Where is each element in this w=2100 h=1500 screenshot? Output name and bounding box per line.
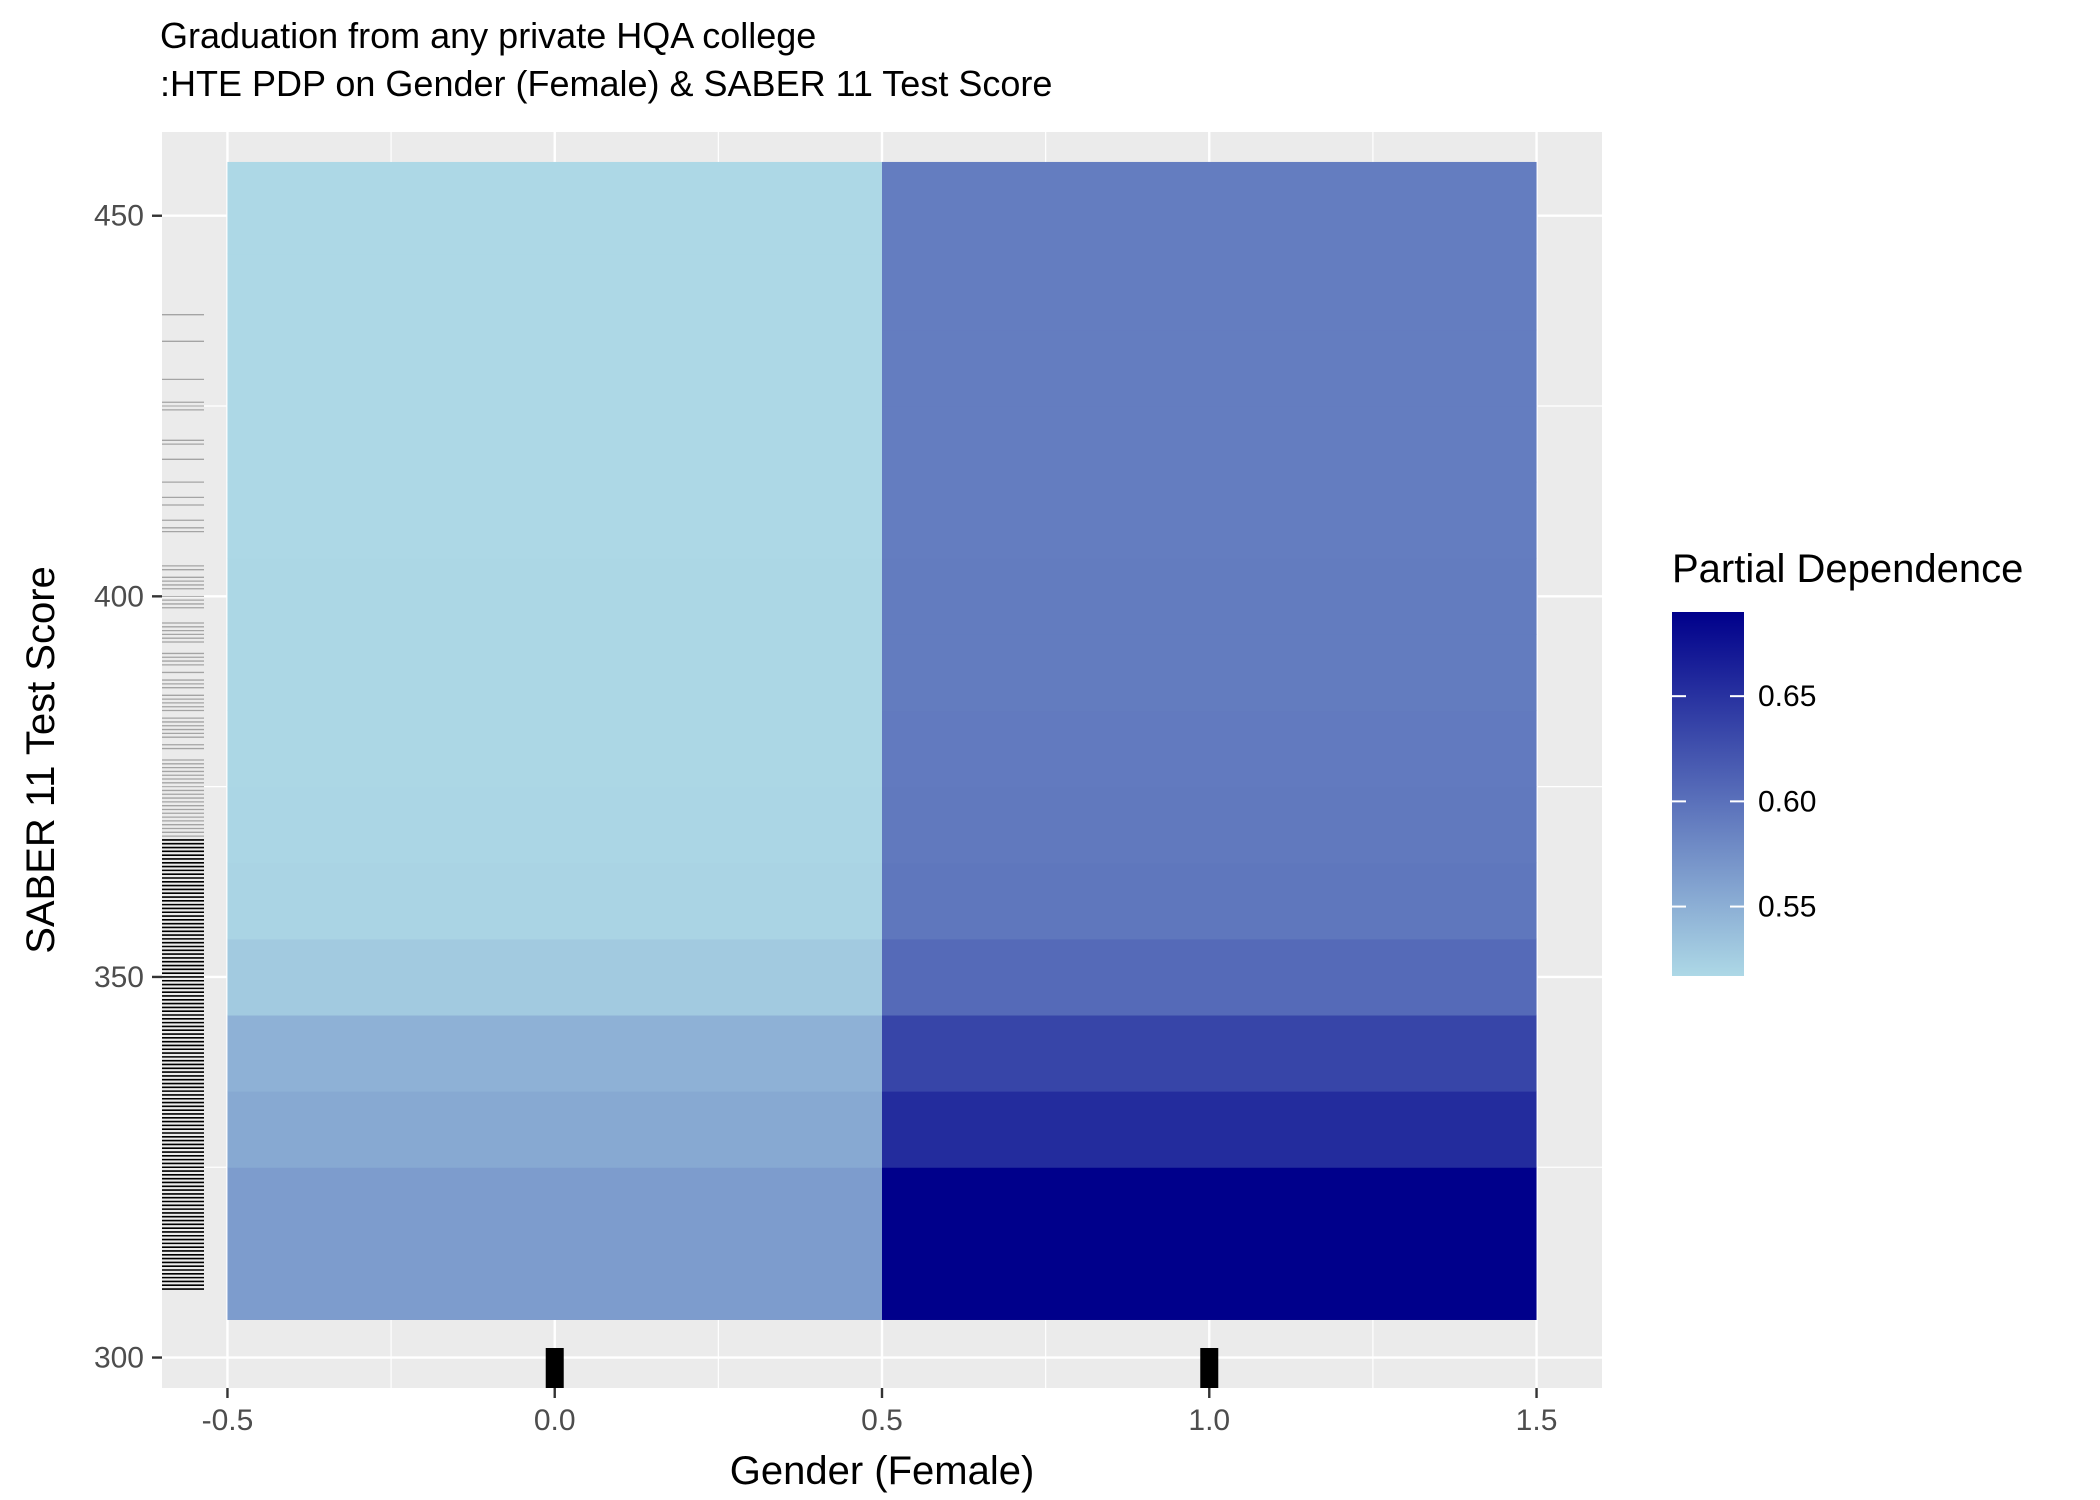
heatmap-tile [882,786,1537,864]
y-tick-label: 400 [94,580,144,613]
heatmap-tile [882,161,1537,255]
heatmap-tile [227,633,883,712]
legend-tick-label: 0.60 [1758,785,1816,818]
heatmap-tile [882,1166,1537,1320]
y-tick-label: 450 [94,200,144,233]
x-rug-mark [545,1348,564,1388]
chart-subtitle: :HTE PDP on Gender (Female) & SABER 11 T… [160,63,1052,104]
heatmap-tile [882,329,1537,407]
heatmap-tile [227,405,883,483]
heatmap-tile [227,481,883,559]
heatmap-tile [227,161,883,255]
x-tick-label: 1.0 [1188,1404,1230,1437]
heatmap-tile [882,405,1537,483]
x-rug-mark [1200,1348,1219,1388]
heatmap-tile [882,710,1537,788]
heatmap-tile [227,329,883,407]
heatmap-tile [227,710,883,788]
x-rug [545,1348,1219,1388]
x-tick-label: 0.0 [534,1404,576,1437]
heatmap-tile [227,862,883,940]
heatmap-tile [882,938,1537,1016]
legend-colorbar [1672,612,1744,976]
y-axis-title: SABER 11 Test Score [19,566,63,954]
heatmap-tile [882,862,1537,940]
heatmap-tile [227,938,883,1016]
heatmap-tile [882,633,1537,712]
heatmap-tile [227,786,883,864]
legend-ticks: 0.55 0.60 0.65 [1672,680,1816,924]
y-tick-label: 300 [94,1342,144,1375]
y-axis: 300 350 400 450 [94,200,162,1375]
x-tick-label: 0.5 [861,1404,903,1437]
heatmap-tile [882,253,1537,331]
heatmap-tile [227,557,883,635]
heatmap-tiles [227,161,1537,1320]
x-axis-title: Gender (Female) [730,1449,1035,1493]
heatmap-tile [882,1090,1537,1168]
x-tick-label: -0.5 [202,1404,254,1437]
heatmap-tile [227,253,883,331]
x-axis: -0.5 0.0 0.5 1.0 1.5 [202,1388,1558,1437]
heatmap-tile [227,1090,883,1168]
heatmap-tile [227,1166,883,1320]
heatmap-tile [882,557,1537,635]
y-tick-label: 350 [94,961,144,994]
legend: Partial Dependence 0.55 0.60 0.65 [1672,547,2023,976]
legend-title: Partial Dependence [1672,547,2023,591]
x-tick-label: 1.5 [1516,1404,1558,1437]
heatmap-tile [882,481,1537,559]
legend-tick-label: 0.65 [1758,680,1816,713]
heatmap-tile [882,1014,1537,1092]
legend-tick-label: 0.55 [1758,891,1816,924]
chart-title: Graduation from any private HQA college [160,15,816,56]
heatmap-tile [227,1014,883,1092]
y-rug [162,314,204,1290]
